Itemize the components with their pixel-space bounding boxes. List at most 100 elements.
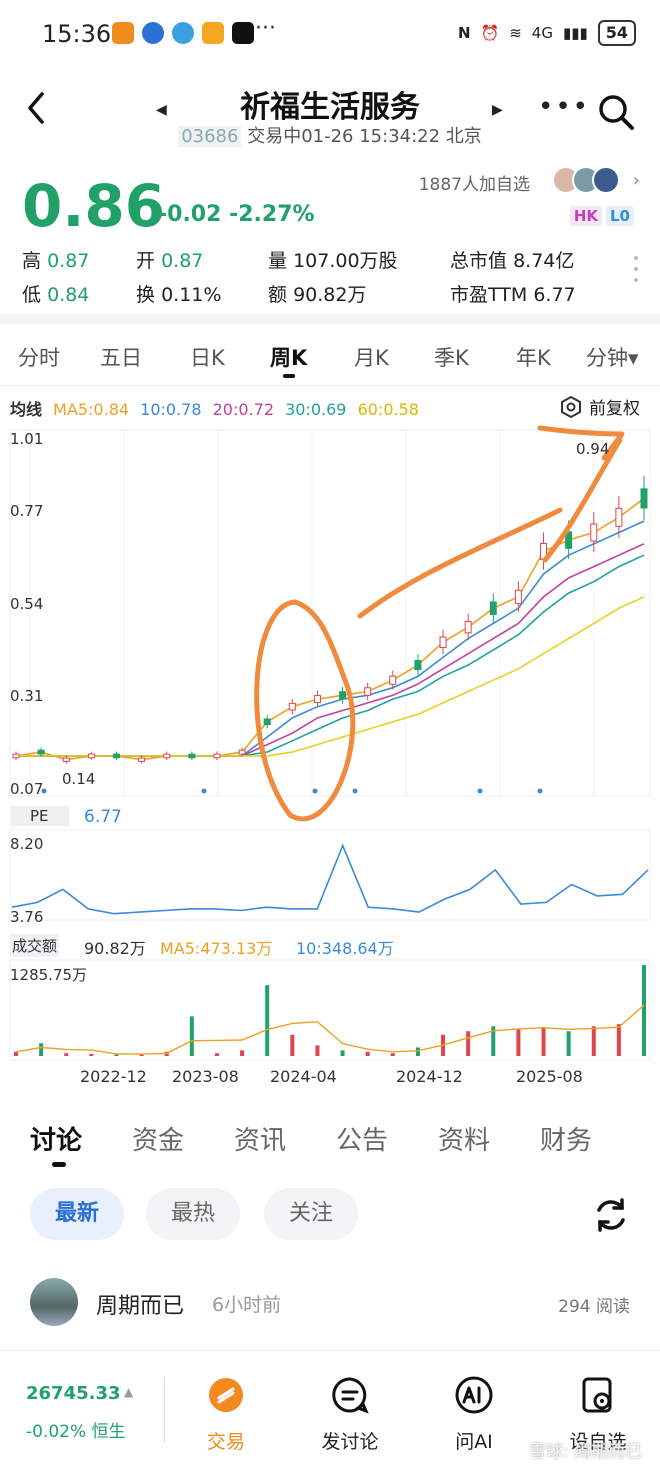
search-icon[interactable] bbox=[596, 92, 636, 132]
candle bbox=[389, 675, 397, 685]
filter-following[interactable]: 关注 bbox=[264, 1188, 358, 1240]
candle bbox=[565, 531, 573, 549]
kline-charts[interactable] bbox=[0, 420, 660, 1100]
watcher-avatars[interactable] bbox=[552, 166, 620, 194]
volume-bar bbox=[64, 1053, 69, 1056]
candle bbox=[87, 753, 95, 759]
candle bbox=[263, 718, 271, 726]
stat-turnover: 换 0.11% bbox=[136, 284, 222, 306]
ma10-value: 10:0.78 bbox=[140, 400, 202, 419]
filter-latest[interactable]: 最新 bbox=[30, 1188, 124, 1240]
watermark: 雪球: 周期而已 bbox=[528, 1442, 642, 1462]
post-item[interactable]: 周期而已 6小时前 294 阅读 bbox=[0, 1272, 660, 1332]
volume-bar bbox=[591, 1026, 596, 1056]
tab-funds[interactable]: 资金 bbox=[132, 1126, 185, 1156]
change-value: -0.02 bbox=[158, 202, 222, 227]
post-username[interactable]: 周期而已 bbox=[96, 1294, 185, 1319]
more-icon[interactable]: ••• bbox=[538, 92, 591, 122]
tab-discussion[interactable]: 讨论 bbox=[30, 1126, 83, 1156]
candle bbox=[288, 702, 296, 711]
kline-period-tabs: 分时 五日 日K 周K 月K 季K 年K 分钟▾ bbox=[0, 330, 660, 386]
app-notification-icon bbox=[202, 22, 224, 44]
ai-icon bbox=[455, 1376, 493, 1414]
change-percent: -2.27% bbox=[229, 202, 315, 227]
candle bbox=[514, 589, 522, 604]
nav-ask-ai[interactable]: 问AI bbox=[424, 1375, 524, 1454]
tab-intraday[interactable]: 分时 bbox=[18, 346, 60, 370]
volume-bar bbox=[189, 1016, 194, 1056]
volume-bar bbox=[415, 1047, 420, 1056]
nav-trade[interactable]: 交易 bbox=[176, 1375, 276, 1454]
section-divider bbox=[0, 314, 660, 324]
tab-weekly-k[interactable]: 周K bbox=[270, 346, 308, 370]
kebab-menu-icon[interactable] bbox=[634, 256, 640, 289]
volume-bar bbox=[89, 1053, 94, 1056]
tab-five-day[interactable]: 五日 bbox=[100, 346, 142, 370]
candle bbox=[414, 659, 422, 671]
price-change: -0.02 -2.27% bbox=[158, 202, 315, 227]
hsi-change[interactable]: -0.02% 恒生 bbox=[26, 1422, 126, 1442]
back-icon[interactable] bbox=[22, 88, 52, 128]
volume-bar bbox=[290, 1034, 295, 1056]
tab-daily-k[interactable]: 日K bbox=[190, 346, 225, 370]
volume-bar bbox=[340, 1050, 345, 1056]
volume-bar bbox=[214, 1053, 219, 1056]
page-title: 祈福生活服务 bbox=[240, 90, 420, 125]
tab-minute[interactable]: 分钟▾ bbox=[586, 346, 639, 370]
quote-panel: 0.86 -0.02 -2.27% 1887人加自选 › HK L0 高 0.8… bbox=[0, 160, 660, 310]
triangle-up-icon: ▲ bbox=[124, 1385, 134, 1399]
tab-announcements[interactable]: 公告 bbox=[336, 1126, 389, 1156]
avatar[interactable] bbox=[30, 1278, 78, 1326]
tab-profile[interactable]: 资料 bbox=[438, 1126, 491, 1156]
hand-drawn-circle bbox=[254, 599, 356, 822]
volume-bar bbox=[39, 1043, 44, 1056]
next-stock-icon[interactable]: ▶ bbox=[492, 102, 503, 118]
volume-bar bbox=[139, 1053, 144, 1056]
refresh-icon[interactable] bbox=[592, 1196, 630, 1234]
stock-code: 03686 bbox=[178, 126, 242, 147]
nav-label: 问AI bbox=[455, 1431, 493, 1453]
event-dot bbox=[312, 788, 318, 794]
candle bbox=[590, 523, 598, 542]
active-tab-indicator bbox=[52, 1162, 66, 1167]
tab-quarterly-k[interactable]: 季K bbox=[434, 346, 469, 370]
ma5-value: MA5:0.84 bbox=[53, 400, 130, 419]
tab-yearly-k[interactable]: 年K bbox=[516, 346, 551, 370]
candle bbox=[313, 695, 321, 704]
level-tag: L0 bbox=[606, 206, 634, 226]
candle bbox=[489, 601, 497, 615]
tiktok-icon bbox=[232, 22, 254, 44]
candle bbox=[163, 753, 171, 759]
watchers-count[interactable]: 1887人加自选 bbox=[418, 175, 530, 195]
tab-financials[interactable]: 财务 bbox=[540, 1126, 593, 1156]
nav-post[interactable]: 发讨论 bbox=[300, 1375, 400, 1454]
volume-bar bbox=[642, 965, 646, 1056]
candle bbox=[37, 749, 45, 755]
divider bbox=[164, 1377, 165, 1443]
tab-monthly-k[interactable]: 月K bbox=[354, 346, 389, 370]
candle bbox=[238, 749, 246, 755]
tab-news[interactable]: 资讯 bbox=[234, 1126, 287, 1156]
chevron-right-icon[interactable]: › bbox=[632, 170, 640, 191]
event-dot bbox=[352, 788, 358, 794]
stat-pe-ttm: 市盈TTM 6.77 bbox=[450, 284, 576, 306]
ma30-value: 30:0.69 bbox=[285, 400, 347, 419]
event-dot bbox=[537, 788, 543, 794]
volume-bar bbox=[516, 1029, 521, 1056]
volume-bar bbox=[541, 1027, 546, 1056]
volume-bar bbox=[491, 1026, 496, 1056]
stat-high: 高 0.87 bbox=[22, 250, 90, 272]
chat-icon bbox=[332, 1377, 369, 1414]
volume-bar bbox=[616, 1024, 621, 1056]
hsi-value[interactable]: 26745.33 bbox=[26, 1383, 121, 1404]
stock-header: ◀ 祈福生活服务 03686 交易中01-26 15:34:22 北京 ▶ ••… bbox=[0, 78, 660, 148]
prev-stock-icon[interactable]: ◀ bbox=[156, 102, 167, 118]
avatar bbox=[592, 166, 620, 194]
system-icons: N ⏰ ≋ 4G ▮▮▮ 54 bbox=[458, 20, 636, 46]
filter-hottest[interactable]: 最热 bbox=[146, 1188, 240, 1240]
nav-add-watchlist[interactable]: 设自选 bbox=[548, 1375, 648, 1454]
ma20-value: 20:0.72 bbox=[212, 400, 274, 419]
adjust-toggle[interactable]: 前复权 bbox=[559, 394, 640, 419]
wifi-icon: ≋ bbox=[509, 24, 522, 42]
candle bbox=[62, 757, 70, 762]
